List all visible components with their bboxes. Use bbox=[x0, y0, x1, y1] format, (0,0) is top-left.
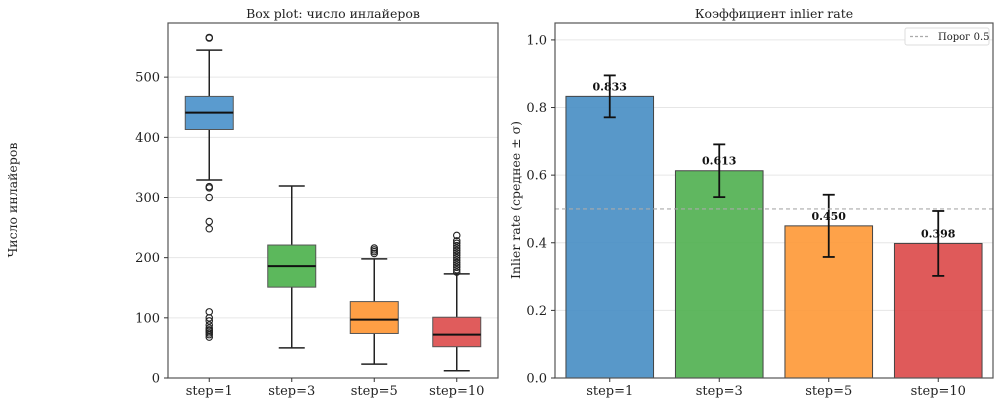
y-axis-label: Inlier rate (среднее ± σ) bbox=[508, 121, 523, 279]
bar bbox=[565, 95, 655, 379]
bar-chart: 0.8330.6130.4500.398 0.0 0.2 0.4 0.6 0.8 1.0 s… bbox=[508, 6, 994, 399]
outlier-point bbox=[452, 239, 461, 247]
legend-box bbox=[904, 27, 990, 46]
y-tick-label: 1.0 bbox=[526, 33, 547, 48]
outlier-point bbox=[205, 314, 214, 322]
outlier-point bbox=[205, 225, 214, 233]
x-tick-label: step=1 bbox=[586, 384, 633, 399]
y-axis-label: Число инлайеров bbox=[5, 143, 20, 258]
outlier-point bbox=[205, 184, 214, 192]
outlier-point bbox=[452, 237, 461, 245]
bar bbox=[674, 170, 764, 379]
outlier-point bbox=[452, 258, 461, 267]
plot-frame bbox=[167, 22, 499, 379]
outlier-point bbox=[205, 308, 214, 316]
y-tick-label: 0.4 bbox=[526, 236, 547, 251]
outlier-point bbox=[452, 244, 461, 252]
box-iqr bbox=[432, 316, 482, 348]
y-tick-label: 0 bbox=[152, 372, 160, 387]
x-tick-label: step=3 bbox=[268, 384, 315, 399]
outlier-point bbox=[205, 193, 214, 202]
y-tick-label: 0.6 bbox=[526, 169, 547, 184]
box-iqr bbox=[349, 301, 399, 334]
y-tick-label: 500 bbox=[135, 71, 160, 86]
plot-frame bbox=[554, 22, 994, 379]
outlier-point bbox=[370, 244, 378, 252]
outlier-point bbox=[452, 256, 461, 264]
y-tick-label: 400 bbox=[135, 131, 160, 146]
outlier-point bbox=[452, 241, 461, 250]
bar-group-0: 0.833 bbox=[565, 74, 655, 379]
x-tick-label: step=5 bbox=[805, 384, 852, 399]
outlier-point bbox=[452, 265, 461, 274]
outlier-point bbox=[205, 33, 214, 42]
bar-group-3: 0.398 bbox=[893, 210, 983, 379]
y-tick-label: 0.8 bbox=[526, 101, 547, 116]
x-tick-label: step=10 bbox=[911, 384, 966, 399]
outlier-point bbox=[452, 263, 461, 272]
boxplot-chart: 0 100 200 300 400 500 step=1 step=3 step=5 step=1… bbox=[5, 6, 499, 399]
y-tick-label: 0.0 bbox=[526, 372, 547, 387]
chart-title: Коэффициент inlier rate bbox=[695, 6, 853, 21]
bar-group-1: 0.613 bbox=[674, 143, 764, 379]
outlier-point bbox=[452, 251, 461, 260]
y-tick-label: 100 bbox=[135, 311, 160, 326]
x-tick-label: step=1 bbox=[186, 384, 233, 399]
box-0 bbox=[184, 33, 234, 341]
box-3 bbox=[432, 231, 482, 372]
legend-label: Порог 0.5 bbox=[938, 32, 989, 43]
legend: Порог 0.5 bbox=[904, 27, 990, 46]
x-tick-label: step=5 bbox=[351, 384, 398, 399]
outlier-point bbox=[452, 261, 461, 269]
outlier-point bbox=[452, 268, 461, 276]
outlier-point bbox=[452, 246, 461, 255]
y-tick-label: 300 bbox=[135, 191, 160, 206]
outlier-point bbox=[452, 253, 461, 262]
outlier-point bbox=[452, 249, 461, 257]
box-1 bbox=[267, 185, 317, 349]
outlier-point bbox=[205, 330, 214, 339]
chart-title: Box plot: число инлайеров bbox=[246, 6, 420, 21]
y-tick-label: 0.2 bbox=[526, 304, 547, 319]
bar-group-2: 0.450 bbox=[784, 193, 874, 379]
outlier-point bbox=[205, 317, 214, 325]
outlier-point bbox=[205, 217, 214, 226]
y-tick-label: 200 bbox=[135, 251, 160, 266]
outlier-point bbox=[205, 333, 214, 341]
x-tick-label: step=3 bbox=[696, 384, 743, 399]
outlier-point bbox=[452, 231, 461, 240]
x-tick-label: step=10 bbox=[429, 384, 484, 399]
box-2 bbox=[349, 244, 399, 365]
